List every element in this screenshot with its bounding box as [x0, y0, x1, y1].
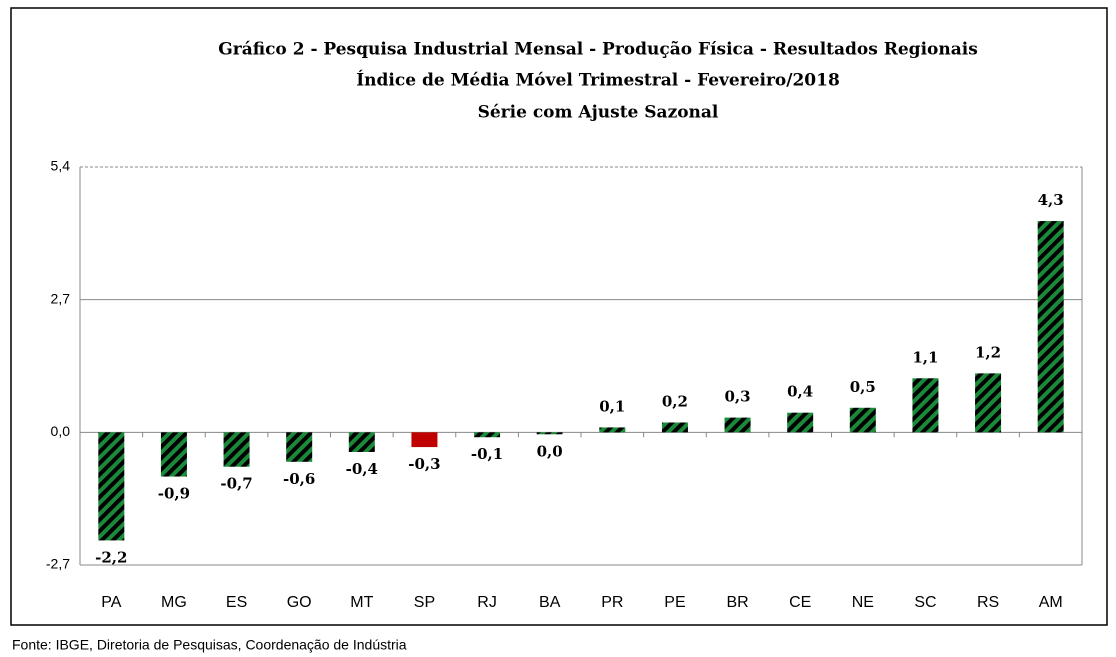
bar	[849, 407, 876, 433]
data-label: 1,2	[975, 343, 1001, 361]
source-note: Fonte: IBGE, Diretoria de Pesquisas, Coo…	[12, 637, 407, 653]
data-label: -0,9	[158, 485, 190, 503]
x-tick-label: PA	[101, 594, 121, 611]
bar	[975, 373, 1002, 433]
chart-subtitle: Série com Ajuste Sazonal	[478, 103, 719, 123]
bar	[536, 432, 563, 435]
data-label: 0,0	[537, 442, 563, 460]
bar	[160, 432, 187, 477]
x-tick-label: RJ	[477, 594, 497, 611]
bar	[787, 412, 814, 433]
bar	[912, 378, 939, 433]
data-label: -2,2	[95, 548, 127, 566]
bar	[348, 432, 375, 452]
x-tick-label: CE	[789, 594, 811, 611]
bar	[411, 432, 438, 448]
chart-subtitle: Índice de Média Móvel Trimestral - Fever…	[356, 70, 840, 91]
bar	[599, 427, 626, 433]
x-tick-label: NE	[852, 594, 874, 611]
x-tick-label: RS	[977, 594, 999, 611]
chart-title: Gráfico 2 - Pesquisa Industrial Mensal -…	[218, 40, 978, 60]
bar	[98, 432, 125, 541]
x-tick-label: BA	[539, 594, 561, 611]
x-tick-label: MG	[161, 594, 187, 611]
x-tick-label: PR	[601, 594, 623, 611]
data-label: -0,3	[408, 455, 440, 473]
bar	[223, 432, 250, 467]
x-tick-label: ES	[226, 594, 247, 611]
y-tick-label: -2,7	[46, 556, 70, 572]
bar	[474, 432, 501, 438]
x-tick-label: MT	[350, 594, 373, 611]
bar	[286, 432, 313, 462]
data-label: 0,3	[725, 388, 751, 406]
data-label: 0,4	[787, 383, 813, 401]
data-label: 0,1	[599, 397, 625, 415]
bar	[661, 422, 688, 433]
x-tick-label: BR	[726, 594, 748, 611]
x-tick-label: SP	[414, 594, 435, 611]
data-label: 4,3	[1038, 191, 1064, 209]
bar	[1037, 221, 1064, 433]
x-tick-label: GO	[287, 594, 312, 611]
x-tick-label: SC	[914, 594, 936, 611]
data-label: 0,2	[662, 393, 688, 411]
y-tick-label: 2,7	[51, 290, 71, 306]
data-label: -0,7	[220, 475, 252, 493]
data-label: -0,4	[346, 460, 378, 478]
data-label: 1,1	[912, 348, 938, 366]
y-tick-label: 0,0	[51, 423, 71, 439]
y-tick-label: 5,4	[51, 158, 71, 174]
chart-frame	[10, 7, 1108, 626]
data-label: 0,5	[850, 378, 876, 396]
data-label: -0,6	[283, 470, 315, 488]
x-tick-label: AM	[1039, 594, 1063, 611]
x-tick-label: PE	[664, 594, 685, 611]
data-label: -0,1	[471, 445, 503, 463]
bar	[724, 417, 751, 433]
